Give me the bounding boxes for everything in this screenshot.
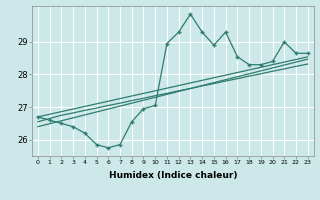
X-axis label: Humidex (Indice chaleur): Humidex (Indice chaleur) — [108, 171, 237, 180]
